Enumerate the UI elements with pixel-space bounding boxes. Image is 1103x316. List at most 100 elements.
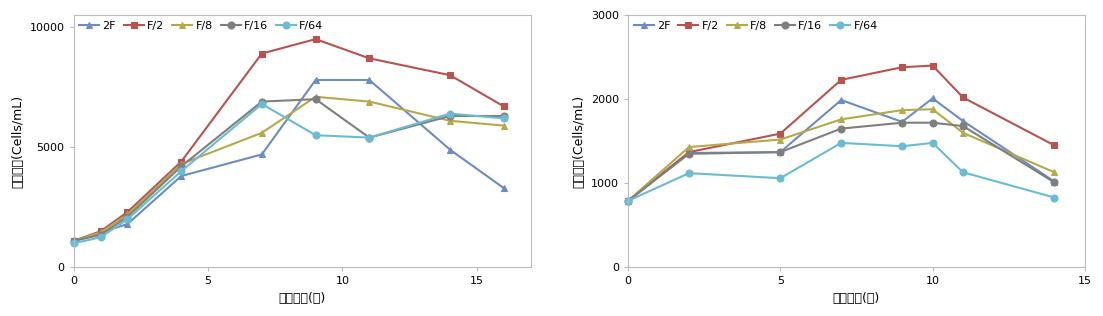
F/16: [773, 150, 786, 154]
Line: F/16: F/16: [624, 119, 1058, 204]
F/8: [67, 239, 81, 243]
F/2: [896, 65, 909, 69]
Y-axis label: 세포밀도(Cells/mL): 세포밀도(Cells/mL): [11, 95, 24, 188]
Legend: 2F, F/2, F/8, F/16, F/64: 2F, F/2, F/8, F/16, F/64: [77, 18, 325, 33]
F/16: [255, 100, 268, 103]
F/8: [1048, 170, 1061, 174]
2F: [1048, 180, 1061, 184]
2F: [683, 151, 696, 155]
F/16: [67, 239, 81, 243]
F/64: [683, 171, 696, 175]
X-axis label: 배양기간(일): 배양기간(일): [833, 292, 880, 305]
Y-axis label: 세포밀도(Cells/mL): 세포밀도(Cells/mL): [572, 95, 586, 188]
2F: [896, 120, 909, 124]
Legend: 2F, F/2, F/8, F/16, F/64: 2F, F/2, F/8, F/16, F/64: [631, 18, 880, 33]
2F: [497, 186, 511, 190]
F/16: [896, 121, 909, 125]
2F: [925, 96, 939, 100]
F/16: [443, 114, 457, 118]
F/8: [773, 138, 786, 142]
F/64: [443, 112, 457, 115]
F/64: [497, 117, 511, 120]
F/8: [255, 131, 268, 135]
Line: F/8: F/8: [624, 106, 1058, 204]
F/2: [956, 96, 970, 100]
2F: [67, 239, 81, 243]
F/64: [94, 235, 107, 239]
F/8: [443, 119, 457, 123]
F/16: [497, 114, 511, 118]
F/64: [363, 136, 376, 139]
F/8: [94, 231, 107, 234]
F/64: [835, 141, 848, 145]
F/2: [121, 210, 135, 214]
2F: [443, 148, 457, 151]
F/2: [67, 239, 81, 243]
F/16: [956, 124, 970, 128]
F/64: [956, 170, 970, 174]
F/64: [255, 102, 268, 106]
F/64: [621, 199, 634, 203]
F/8: [497, 124, 511, 127]
F/2: [1048, 143, 1061, 147]
2F: [835, 98, 848, 102]
Line: F/64: F/64: [624, 139, 1058, 204]
F/16: [94, 233, 107, 237]
F/16: [925, 121, 939, 125]
F/64: [174, 169, 188, 173]
F/8: [363, 100, 376, 103]
F/8: [621, 199, 634, 203]
F/8: [835, 118, 848, 121]
F/8: [956, 131, 970, 135]
F/16: [174, 165, 188, 168]
2F: [94, 231, 107, 234]
2F: [621, 199, 634, 203]
Line: 2F: 2F: [624, 95, 1058, 204]
2F: [773, 150, 786, 154]
F/64: [896, 144, 909, 148]
F/16: [309, 97, 322, 101]
F/16: [363, 136, 376, 139]
Line: F/64: F/64: [71, 100, 507, 247]
F/8: [896, 108, 909, 112]
2F: [174, 174, 188, 178]
F/8: [174, 162, 188, 166]
X-axis label: 배양기간(일): 배양기간(일): [279, 292, 325, 305]
F/64: [773, 176, 786, 180]
F/2: [925, 64, 939, 67]
F/8: [683, 145, 696, 149]
F/16: [121, 215, 135, 219]
F/2: [835, 78, 848, 82]
Line: 2F: 2F: [71, 76, 507, 244]
2F: [309, 78, 322, 82]
Line: F/2: F/2: [624, 62, 1058, 204]
2F: [255, 153, 268, 156]
Line: F/16: F/16: [71, 96, 507, 244]
F/8: [309, 95, 322, 99]
F/8: [925, 107, 939, 111]
F/2: [773, 132, 786, 136]
F/2: [683, 150, 696, 154]
F/2: [497, 105, 511, 108]
Line: F/2: F/2: [71, 36, 507, 244]
F/8: [121, 213, 135, 216]
F/16: [683, 152, 696, 156]
F/2: [363, 57, 376, 60]
2F: [363, 78, 376, 82]
F/2: [621, 199, 634, 203]
F/2: [174, 160, 188, 163]
F/64: [925, 141, 939, 145]
Line: F/8: F/8: [71, 93, 507, 244]
F/64: [1048, 196, 1061, 199]
F/16: [1048, 180, 1061, 184]
F/16: [835, 127, 848, 131]
2F: [121, 222, 135, 226]
F/16: [621, 199, 634, 203]
F/2: [94, 229, 107, 233]
F/64: [309, 133, 322, 137]
F/2: [309, 37, 322, 41]
F/64: [121, 217, 135, 221]
F/2: [443, 73, 457, 77]
F/64: [67, 241, 81, 245]
F/2: [255, 52, 268, 55]
